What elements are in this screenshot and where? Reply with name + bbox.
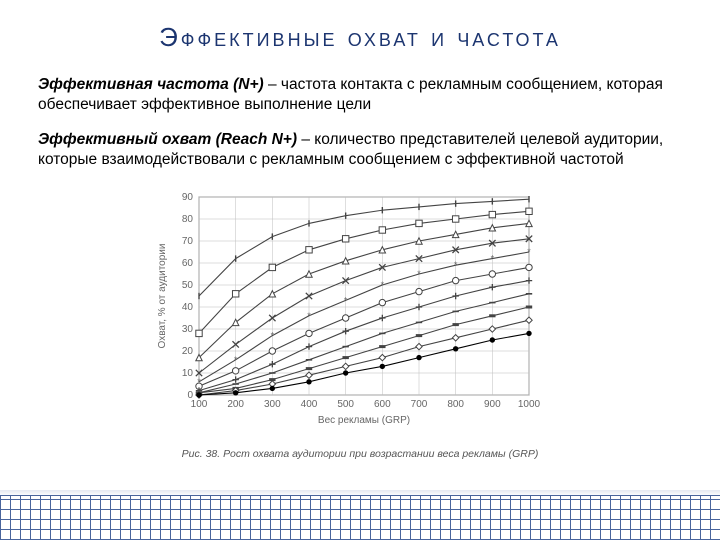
svg-text:200: 200 <box>227 399 244 410</box>
reach-chart: 100 200 300 400 500 600 700 800 900 1000 0 10 20 30 40… <box>145 185 575 460</box>
svg-text:700: 700 <box>411 399 428 410</box>
svg-text:*: * <box>307 311 311 321</box>
svg-text:30: 30 <box>182 324 194 335</box>
svg-text:100: 100 <box>191 399 208 410</box>
svg-text:20: 20 <box>182 346 194 357</box>
svg-text:*: * <box>527 247 531 257</box>
definition-2: Эффективный охват (Reach N+) – количеств… <box>38 130 682 171</box>
svg-text:*: * <box>454 260 458 270</box>
term-1: Эффективная частота (N+) <box>38 76 264 93</box>
svg-text:500: 500 <box>337 399 354 410</box>
term-2: Эффективный охват (Reach N+) <box>38 131 297 148</box>
footer-grid-decoration <box>0 495 720 540</box>
svg-text:Охват, % от аудитории: Охват, % от аудитории <box>157 243 168 348</box>
svg-text:800: 800 <box>447 399 464 410</box>
svg-text:*: * <box>344 295 348 305</box>
svg-text:70: 70 <box>182 236 194 247</box>
svg-text:*: * <box>234 355 238 365</box>
svg-text:900: 900 <box>484 399 501 410</box>
svg-text:40: 40 <box>182 302 194 313</box>
chart-caption: Рис. 38. Рост охвата аудитории при возра… <box>145 448 575 460</box>
svg-text:90: 90 <box>182 192 194 203</box>
svg-text:*: * <box>491 253 495 263</box>
svg-text:*: * <box>271 330 275 340</box>
svg-text:300: 300 <box>264 399 281 410</box>
svg-text:60: 60 <box>182 258 194 269</box>
svg-text:600: 600 <box>374 399 391 410</box>
svg-text:400: 400 <box>301 399 318 410</box>
svg-text:*: * <box>381 280 385 290</box>
svg-text:50: 50 <box>182 280 194 291</box>
svg-text:*: * <box>417 269 421 279</box>
svg-text:10: 10 <box>182 368 194 379</box>
svg-text:0: 0 <box>187 390 193 401</box>
svg-text:80: 80 <box>182 214 194 225</box>
definition-1: Эффективная частота (N+) – частота конта… <box>38 75 682 116</box>
svg-text:1000: 1000 <box>518 399 541 410</box>
svg-text:Вес рекламы (GRP): Вес рекламы (GRP) <box>318 415 410 426</box>
slide-title: Эффективные охват и частота <box>38 22 682 53</box>
